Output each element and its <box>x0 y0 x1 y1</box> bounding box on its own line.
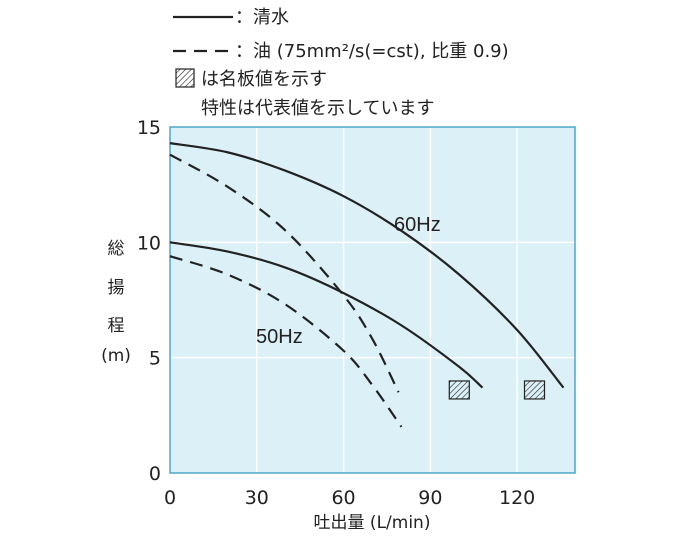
legend-note: 特性は代表値を示しています <box>201 98 434 119</box>
legend-hatch-swatch <box>175 68 195 88</box>
series-curve-oil-60hz <box>169 153 400 393</box>
y-tick-label-3: 15 <box>137 117 161 139</box>
plot-frame <box>169 126 576 474</box>
series-curve-water-50hz <box>169 241 484 389</box>
legend-dashed-label: ：油 (75mm²/s(=cst), 比重 0.9) <box>235 41 509 62</box>
y-tick-label-1: 5 <box>149 348 161 370</box>
series-curve-oil-50hz <box>169 255 403 428</box>
y-tick-labels: 0 5 10 15 <box>137 117 161 485</box>
legend: ：清水 ：油 (75mm²/s(=cst), 比重 0.9) は名板値を示す 特… <box>173 7 509 119</box>
x-tick-label-1: 30 <box>245 487 269 509</box>
legend-hatch-label: は名板値を示す <box>201 69 327 90</box>
x-tick-label-2: 60 <box>331 487 355 509</box>
y-tick-label-2: 10 <box>137 232 161 254</box>
series-curve-water-60hz <box>169 142 565 389</box>
series-layer <box>169 142 565 428</box>
y-axis-title-char-2: 程 <box>108 316 125 336</box>
x-tick-label-0: 0 <box>164 487 176 509</box>
plot-background <box>170 127 575 473</box>
y-axis-title-char-1: 揚 <box>108 278 125 298</box>
y-tick-label-0: 0 <box>149 463 161 485</box>
rated-point-50hz <box>448 380 470 400</box>
x-tick-label-3: 90 <box>418 487 442 509</box>
curve-label-60hz: 60Hz <box>394 214 441 236</box>
grid <box>170 127 575 473</box>
y-axis-title-char-3: (m) <box>101 346 131 366</box>
legend-solid-label: ：清水 <box>235 7 289 28</box>
y-axis-title: 総揚程 (m) <box>101 239 131 366</box>
x-tick-labels: 0 30 60 90 120 <box>164 487 535 509</box>
x-tick-label-4: 120 <box>499 487 535 509</box>
y-axis-title-char-0: 総 <box>108 239 125 259</box>
rated-points-layer <box>448 380 546 400</box>
curve-label-50hz: 50Hz <box>256 326 303 348</box>
rated-point-60hz <box>523 380 546 400</box>
x-axis-title: 吐出量 (L/min) <box>314 513 431 533</box>
